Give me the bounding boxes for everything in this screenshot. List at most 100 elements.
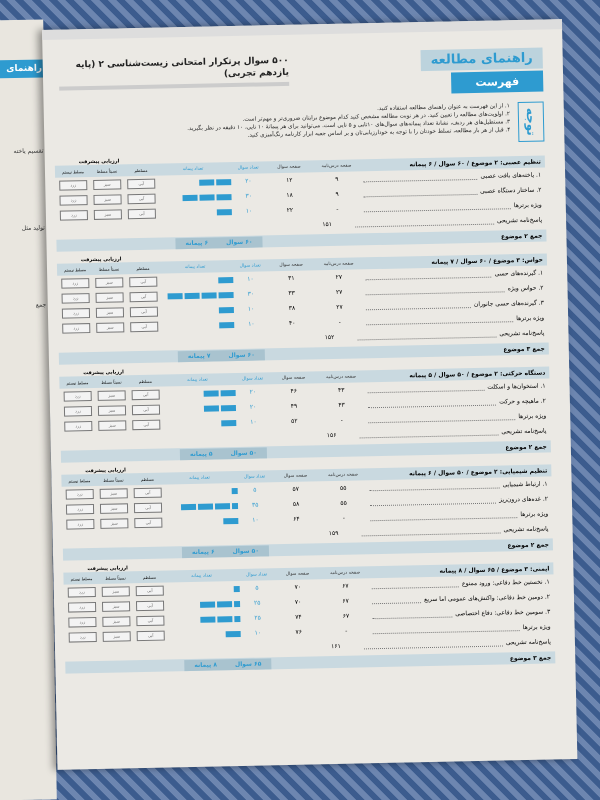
progress-checkbox[interactable]: زرد [61,307,91,319]
progress-checkbox[interactable]: آبی [129,276,158,287]
progress-checkbox[interactable]: آبی [132,419,161,430]
progress-checkbox[interactable]: سبز [97,404,127,416]
progress-checkbox[interactable]: زرد [68,631,97,643]
question-count: ۲۰ [249,388,257,396]
progress-checkbox[interactable]: آبی [135,600,165,611]
progress-checkbox[interactable]: آبی [133,487,162,498]
progress-checkbox[interactable]: سبز [99,502,129,514]
progress-checkbox[interactable]: آبی [131,404,161,415]
section: ارزیابی پیشرفت دستگاه حرکتی: ۲ موضوع / ۵۰… [59,360,551,463]
topic-name-cell: ویژه برترها [363,314,548,326]
lesson-page: ۶۷ [342,612,350,620]
question-page: ۳۱ [288,274,295,282]
set-blocks [155,193,232,202]
set-block [216,193,232,200]
progress-checkbox[interactable]: آبی [136,630,165,641]
section: ارزیابی پیشرفت ایمنی: ۳ موضوع / ۶۵ سوال /… [63,556,556,674]
question-page: ۷۰ [294,598,302,606]
progress-buttons: آبی سبز زرد [62,517,163,530]
set-block [199,178,215,186]
total-label: جمع ۳ موضوع [503,345,545,353]
question-page: ۶۴ [293,515,300,523]
progress-checkbox[interactable]: آبی [129,291,158,302]
topic-name: ۱. گیرنده‌های حسی [494,269,544,278]
progress-checkbox[interactable]: سبز [102,615,131,627]
set-blocks [164,615,241,623]
progress-checkbox[interactable]: زرد [64,420,93,432]
progress-checkbox[interactable]: زرد [59,209,88,221]
answers-name-cell: پاسخ‌نامه تشریحی [361,638,555,650]
progress-level: نسبتاً مسلط [103,476,124,483]
progress-checkbox[interactable]: آبی [130,321,159,332]
lesson-page: ۶۷ [342,582,349,590]
lesson-page: ۲۷ [335,288,343,296]
progress-checkbox[interactable]: سبز [93,178,122,190]
dot-leader [364,202,511,213]
progress-buttons: آبی سبز زرد [62,487,162,500]
progress-checkbox[interactable]: آبی [134,517,163,528]
notes-tag: توجه [517,101,545,143]
progress-checkbox[interactable]: آبی [131,389,160,400]
progress-checkbox[interactable]: آبی [135,585,164,596]
column-question-page: صفحه سوال [283,473,308,479]
progress-checkbox[interactable]: آبی [136,615,165,626]
progress-checkbox[interactable]: آبی [133,502,163,513]
column-set-count: تعداد پیمانه [182,166,204,172]
total-sets: ۶ پیمانه [191,548,215,556]
progress-levels: مسلطم نسبتاً مسلط مسلط نیستم [59,378,159,385]
question-page: ۲۲ [286,206,294,214]
total-sets: ۶ پیمانه [185,239,209,247]
progress-buttons: آبی سبز زرد [65,630,165,643]
progress-checkbox[interactable]: آبی [127,193,156,204]
progress-checkbox[interactable]: سبز [95,276,124,288]
topic-name: ۱. ارتباط شیمیایی [502,480,548,489]
progress-checkbox[interactable]: سبز [95,291,124,303]
question-count: ۲۰ [249,403,257,411]
progress-checkbox[interactable]: زرد [67,586,96,598]
progress-checkbox[interactable]: آبی [127,208,156,219]
progress-checkbox[interactable]: آبی [129,306,159,317]
question-page: ۵۸ [292,500,300,508]
progress-checkbox[interactable]: سبز [99,487,128,499]
question-page: ۵۷ [292,485,300,493]
progress-checkbox[interactable]: زرد [65,488,94,500]
progress-checkbox[interactable]: زرد [67,601,97,613]
progress-checkbox[interactable]: سبز [93,193,122,205]
progress-checkbox[interactable]: سبز [102,630,131,642]
set-blocks [155,178,232,187]
set-block [217,600,233,607]
topic-name-cell: ۱. ارتباط شیمیایی [367,480,552,492]
progress-checkbox[interactable]: زرد [65,503,95,515]
progress-buttons: آبی سبز زرد [55,193,156,206]
progress-checkbox[interactable]: زرد [59,179,88,191]
progress-checkbox[interactable]: زرد [61,292,90,304]
progress-checkbox[interactable]: سبز [95,306,125,318]
progress-checkbox[interactable]: زرد [66,518,95,530]
topic-name-cell: ۲. غده‌های درون‌ریز [367,495,552,507]
progress-checkbox[interactable]: سبز [101,600,131,612]
set-block [215,502,231,509]
topic-name: ۱. یاخته‌های بافت عصبی [480,171,542,180]
progress-checkbox[interactable]: سبز [97,389,126,401]
set-blocks [164,585,240,593]
progress-checkbox[interactable]: زرد [63,405,93,417]
dot-leader [368,398,497,409]
progress-checkbox[interactable]: زرد [68,616,97,628]
total-questions: ۵۰ سوال [230,449,257,457]
progress-checkbox[interactable]: آبی [127,178,156,189]
column-set-count: تعداد پیمانه [191,573,212,579]
progress-checkbox[interactable]: سبز [93,208,122,220]
answers-label: پاسخ‌نامه تشریحی [501,427,547,436]
total-box: ۶۰ سوال ۷ پیمانه [177,348,265,362]
progress-checkbox[interactable]: سبز [101,585,130,597]
progress-checkbox[interactable]: زرد [59,194,88,206]
progress-checkbox[interactable]: زرد [62,322,91,334]
progress-checkbox[interactable]: سبز [98,419,127,431]
progress-checkbox[interactable]: زرد [63,390,92,402]
set-block [216,178,232,185]
answers-page: ۱۵۹ [328,529,339,538]
progress-checkbox[interactable]: زرد [61,277,90,289]
progress-checkbox[interactable]: سبز [100,517,129,529]
progress-checkbox[interactable]: سبز [96,321,125,333]
left-page-fragment: تولید مثل [21,224,45,232]
